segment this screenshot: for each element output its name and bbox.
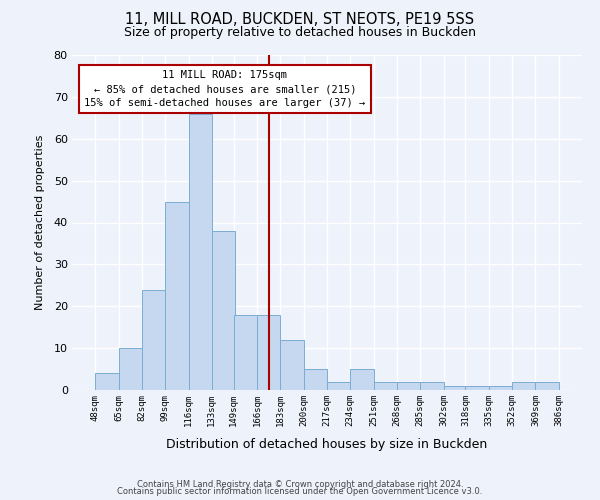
Bar [350, 369, 374, 390]
Text: Contains HM Land Registry data © Crown copyright and database right 2024.: Contains HM Land Registry data © Crown c… [137, 480, 463, 489]
Bar [420, 382, 443, 390]
Bar [512, 382, 535, 390]
Bar [212, 231, 235, 390]
Bar [165, 202, 188, 390]
Bar [535, 382, 559, 390]
Bar [119, 348, 142, 390]
Bar [234, 314, 257, 390]
Bar [374, 382, 397, 390]
Bar [257, 314, 280, 390]
Bar [489, 386, 512, 390]
Bar [466, 386, 489, 390]
Bar [327, 382, 350, 390]
Text: Size of property relative to detached houses in Buckden: Size of property relative to detached ho… [124, 26, 476, 39]
X-axis label: Distribution of detached houses by size in Buckden: Distribution of detached houses by size … [166, 438, 488, 450]
Bar [304, 369, 327, 390]
Bar [397, 382, 420, 390]
Y-axis label: Number of detached properties: Number of detached properties [35, 135, 46, 310]
Text: Contains public sector information licensed under the Open Government Licence v3: Contains public sector information licen… [118, 487, 482, 496]
Bar [188, 114, 212, 390]
Text: 11 MILL ROAD: 175sqm
← 85% of detached houses are smaller (215)
15% of semi-deta: 11 MILL ROAD: 175sqm ← 85% of detached h… [85, 70, 365, 108]
Bar [443, 386, 467, 390]
Text: 11, MILL ROAD, BUCKDEN, ST NEOTS, PE19 5SS: 11, MILL ROAD, BUCKDEN, ST NEOTS, PE19 5… [125, 12, 475, 28]
Bar [280, 340, 304, 390]
Bar [142, 290, 165, 390]
Bar [95, 373, 119, 390]
